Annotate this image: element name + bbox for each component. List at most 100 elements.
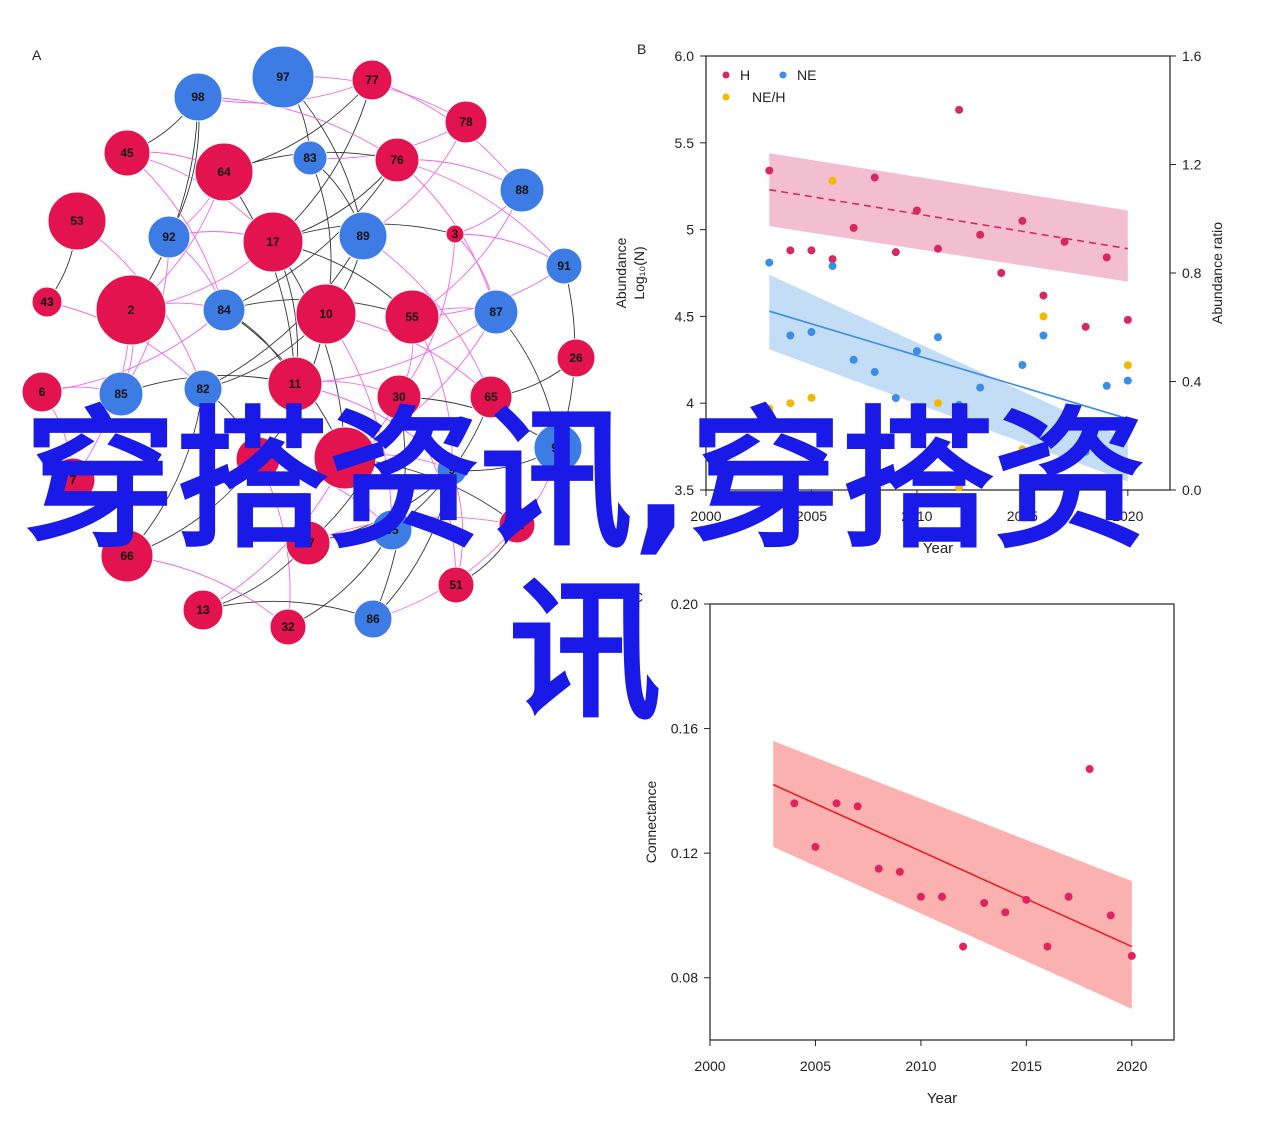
- node-label: 1: [342, 451, 349, 465]
- node: [242, 211, 304, 273]
- legend-label: NE/H: [752, 89, 785, 105]
- data-point: [980, 898, 989, 907]
- node: [183, 369, 223, 409]
- y-tick-label: 3.5: [675, 482, 695, 498]
- trend-line: [769, 310, 1129, 420]
- data-point: [938, 892, 946, 901]
- node: [31, 286, 63, 318]
- node: [353, 599, 393, 639]
- node: [173, 72, 223, 122]
- data-point: [934, 333, 942, 342]
- node: [499, 167, 545, 213]
- data-point: [1018, 216, 1027, 225]
- x-tick-label: 2005: [800, 1058, 831, 1074]
- y2-tick-label: 0.8: [1182, 265, 1202, 281]
- edge: [197, 96, 398, 161]
- x-tick-label: 2020: [1116, 1058, 1147, 1074]
- node-label: 95: [385, 523, 399, 537]
- node-label: 76: [390, 153, 404, 167]
- data-point: [895, 867, 904, 876]
- node: [267, 356, 323, 412]
- node-label: 17: [266, 235, 280, 249]
- data-point: [870, 467, 879, 476]
- node: [251, 45, 315, 109]
- node: [292, 140, 328, 176]
- node: [545, 247, 583, 285]
- node: [235, 436, 281, 482]
- legend-label: H: [740, 67, 750, 83]
- node-label: 64: [217, 165, 231, 179]
- node-label: 78: [459, 115, 473, 129]
- node-label: 26: [569, 351, 583, 365]
- data-point: [1039, 312, 1048, 321]
- node-label: 85: [114, 387, 128, 401]
- data-point: [807, 393, 816, 402]
- node-label: 84: [217, 303, 231, 317]
- x-tick-label: 2000: [694, 1058, 725, 1074]
- data-point: [916, 892, 925, 901]
- node-label: 12: [251, 452, 265, 466]
- y-tick-label: 5.5: [675, 135, 695, 151]
- confidence-band: [769, 153, 1128, 282]
- trend-line: [769, 188, 1128, 250]
- node-label: 88: [515, 183, 529, 197]
- data-point: [912, 347, 921, 356]
- node: [351, 59, 393, 101]
- legend-marker: [722, 71, 730, 79]
- node: [103, 129, 151, 177]
- edge: [372, 396, 406, 620]
- x-axis-label: Year: [923, 540, 953, 557]
- node-label: 53: [70, 214, 84, 228]
- node: [50, 457, 96, 503]
- edge: [396, 159, 565, 267]
- data-point: [1102, 253, 1111, 262]
- data-point: [1064, 892, 1073, 901]
- y-axis-label: Abundance: [613, 237, 629, 308]
- legend-label: NE: [797, 67, 816, 83]
- data-point: [891, 248, 900, 257]
- node: [182, 589, 224, 631]
- data-point: [1123, 361, 1132, 370]
- data-point: [891, 393, 900, 402]
- node-label: 92: [162, 230, 176, 244]
- data-point: [807, 246, 816, 255]
- node-label: 91: [557, 259, 571, 273]
- node: [436, 454, 468, 486]
- x-tick-label: 2015: [1007, 508, 1038, 524]
- y2-axis-label: Abundance ratio: [1209, 222, 1225, 324]
- data-point: [765, 166, 774, 175]
- node: [95, 274, 167, 346]
- data-point: [1043, 942, 1052, 951]
- data-point: [955, 105, 964, 114]
- data-point: [934, 244, 942, 253]
- x-tick-label: 2020: [1112, 508, 1143, 524]
- data-point: [786, 331, 795, 340]
- y2-tick-label: 0.4: [1182, 374, 1202, 390]
- data-point: [1102, 381, 1111, 390]
- node-label: 13: [196, 603, 210, 617]
- data-point: [1039, 331, 1048, 340]
- node-label: 27: [301, 536, 315, 550]
- node-label: 97: [276, 70, 290, 84]
- data-point: [832, 799, 841, 808]
- data-point: [1081, 322, 1090, 331]
- edge: [307, 516, 518, 544]
- data-point: [1018, 361, 1027, 370]
- x-tick-label: 2015: [1011, 1058, 1042, 1074]
- y2-tick-label: 1.2: [1182, 157, 1202, 173]
- data-point: [786, 399, 795, 408]
- edge: [223, 171, 296, 385]
- node-label: 10: [319, 307, 333, 321]
- y-axis-label: Log₁₀(N): [631, 246, 647, 299]
- data-point: [959, 942, 968, 951]
- data-point: [1018, 445, 1027, 454]
- data-point: [1039, 291, 1048, 300]
- node: [147, 215, 191, 259]
- panel-label: A: [32, 47, 42, 63]
- x-tick-label: 2010: [901, 508, 932, 524]
- x-tick-label: 2010: [905, 1058, 936, 1074]
- node: [98, 371, 144, 417]
- edge: [223, 159, 398, 311]
- node-label: 51: [449, 578, 463, 592]
- data-point: [874, 864, 883, 873]
